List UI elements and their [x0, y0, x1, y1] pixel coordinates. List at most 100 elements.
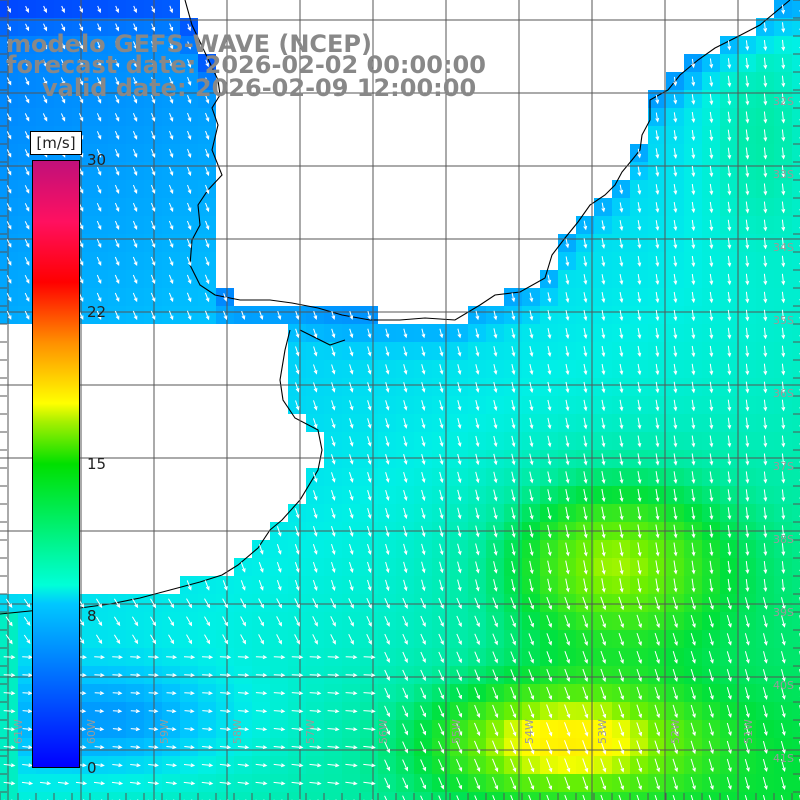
wind-arrow: [745, 561, 750, 575]
wind-arrow: [763, 111, 768, 124]
wind-arrow: [78, 113, 84, 122]
wind-arrow: [781, 363, 786, 376]
wind-arrow: [673, 148, 678, 159]
wind-arrow: [42, 77, 48, 86]
wind-arrow: [691, 94, 696, 105]
wind-arrow: [709, 273, 714, 286]
wind-arrow: [276, 580, 282, 591]
wind-arrow: [24, 292, 30, 302]
wind-arrow: [781, 255, 786, 268]
wind-arrow: [168, 616, 175, 627]
wind-arrow: [583, 524, 588, 539]
wind-arrow: [150, 184, 156, 194]
wind-arrow: [528, 776, 535, 791]
wind-arrow: [745, 165, 750, 178]
wind-cell: [180, 792, 198, 800]
wind-arrow: [384, 633, 390, 645]
wind-arrow: [564, 704, 571, 719]
wind-arrow: [709, 471, 714, 484]
wind-arrow: [186, 310, 192, 321]
wind-arrow: [637, 184, 642, 195]
wind-arrow: [565, 524, 570, 539]
wind-arrow: [582, 614, 588, 629]
wind-arrow: [727, 111, 732, 124]
wind-arrow: [510, 615, 516, 628]
wind-arrow: [618, 740, 625, 755]
wind-cell: [792, 450, 800, 468]
wind-arrow: [673, 166, 678, 177]
wind-arrow: [150, 634, 157, 645]
wind-arrow: [655, 256, 660, 268]
wind-cell: [792, 360, 800, 378]
wind-arrow: [474, 687, 480, 700]
wind-arrow: [781, 579, 786, 592]
wind-arrow: [781, 75, 786, 88]
wind-arrow: [565, 560, 570, 575]
wind-arrow: [673, 578, 678, 593]
wind-arrow: [763, 633, 768, 646]
wind-arrow: [150, 256, 156, 267]
wind-arrow: [511, 328, 516, 339]
wind-arrow: [439, 435, 444, 448]
wind-arrow: [763, 651, 768, 664]
wind-arrow: [708, 596, 714, 611]
wind-arrow: [349, 328, 354, 339]
wind-arrow: [744, 776, 750, 790]
wind-arrow: [3, 709, 16, 714]
wind-arrow: [727, 255, 732, 268]
longitude-label: 52W: [669, 719, 682, 744]
wind-arrow: [294, 526, 300, 537]
wind-arrow: [331, 436, 336, 447]
wind-arrow: [636, 632, 642, 646]
wind-arrow: [655, 274, 660, 286]
wind-cell: [792, 0, 800, 18]
wind-arrow: [781, 201, 786, 214]
wind-arrow: [96, 238, 102, 248]
wind-arrow: [565, 489, 570, 503]
wind-arrow: [237, 709, 250, 714]
wind-arrow: [673, 76, 678, 87]
wind-arrow: [565, 542, 570, 557]
wind-arrow: [709, 58, 714, 69]
wind-arrow: [691, 147, 696, 160]
wind-arrow: [493, 310, 498, 321]
wind-arrow: [6, 256, 12, 266]
latitude-label: 41S: [773, 752, 794, 765]
wind-arrow: [205, 77, 210, 86]
wind-arrow: [169, 95, 174, 104]
wind-arrow: [726, 651, 732, 664]
wind-arrow: [618, 722, 625, 737]
wind-cell: [414, 792, 432, 800]
wind-arrow: [511, 578, 516, 593]
wind-arrow: [367, 346, 372, 357]
wind-arrow: [583, 435, 588, 448]
wind-arrow: [637, 238, 642, 249]
wind-arrow: [438, 669, 444, 682]
wind-arrow: [457, 453, 462, 466]
wind-arrow: [6, 274, 12, 284]
wind-arrow: [690, 740, 696, 755]
wind-arrow: [673, 560, 678, 575]
wind-arrow: [619, 488, 624, 503]
wind-arrow: [691, 255, 696, 268]
wind-cell: [792, 612, 800, 630]
wind-arrow: [763, 345, 768, 358]
wind-arrow: [456, 597, 462, 610]
wind-arrow: [169, 166, 174, 176]
wind-arrow: [619, 471, 624, 484]
wind-arrow: [727, 40, 732, 51]
wind-arrow: [691, 578, 696, 593]
wind-arrow: [529, 507, 534, 520]
wind-arrow: [61, 5, 65, 14]
wind-arrow: [439, 471, 444, 484]
wind-arrow: [565, 310, 570, 321]
wind-arrow: [529, 310, 534, 321]
wind-arrow: [456, 759, 463, 772]
wind-arrow: [186, 634, 193, 645]
wind-arrow: [600, 614, 606, 629]
wind-arrow: [420, 687, 426, 700]
wind-arrow: [403, 579, 408, 592]
wind-arrow: [363, 781, 376, 786]
wind-arrow: [709, 327, 714, 340]
wind-arrow: [691, 524, 696, 539]
